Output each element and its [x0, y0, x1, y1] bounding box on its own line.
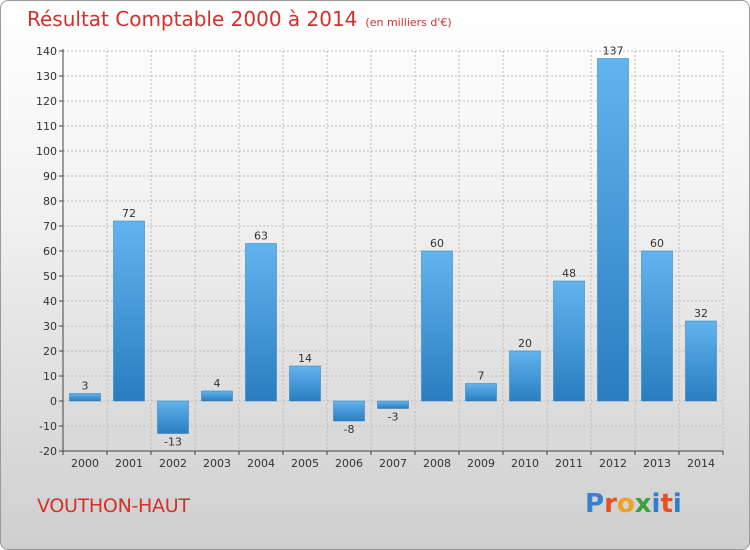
y-tick-label: 60: [43, 245, 57, 258]
data-label-2002: -13: [164, 436, 182, 449]
y-tick-label: 30: [43, 320, 57, 333]
data-label-2003: 4: [214, 377, 221, 390]
x-tick-label: 2011: [555, 457, 583, 470]
bar-2009: [465, 383, 497, 402]
y-tick-label: -20: [39, 445, 57, 458]
bar-2004: [245, 243, 277, 402]
bar-2006: [333, 400, 365, 422]
labels: 3 72 -13 4 63 14 -8 -3 60 7 20 48 137 60 32: [82, 45, 709, 449]
bar-2003: [201, 390, 233, 402]
x-tick-label: 2002: [159, 457, 187, 470]
axes: -20 -10 0 10 20 30 40 50 60 70 80 90 100 110 120 130 140…: [36, 45, 724, 470]
data-label-2011: 48: [562, 267, 576, 280]
x-tick-label: 2003: [203, 457, 231, 470]
x-tick-label: 2008: [423, 457, 451, 470]
bars: [69, 58, 717, 434]
data-label-2001: 72: [122, 207, 136, 220]
chart-title: Résultat Comptable 2000 à 2014 (en millie…: [27, 7, 452, 31]
y-tick-label: 70: [43, 220, 57, 233]
y-tick-label: 0: [50, 395, 57, 408]
data-label-2005: 14: [298, 352, 312, 365]
x-tick-label: 2014: [687, 457, 715, 470]
x-tick-label: 2012: [599, 457, 627, 470]
x-tick-label: 2007: [379, 457, 407, 470]
data-label-2013: 60: [650, 237, 664, 250]
bar-2013: [641, 250, 673, 402]
data-label-2010: 20: [518, 337, 532, 350]
logo-letter: o: [616, 489, 635, 519]
x-tick-label: 2010: [511, 457, 539, 470]
bar-2007: [377, 400, 409, 409]
x-tick-label: 2013: [643, 457, 671, 470]
bar-2001: [113, 220, 145, 402]
y-tick-label: 100: [36, 145, 57, 158]
bar-2005: [289, 365, 321, 402]
bar-2012: [597, 58, 629, 402]
logo-letter: r: [604, 489, 617, 519]
y-tick-label: 40: [43, 295, 57, 308]
y-tick-label: 50: [43, 270, 57, 283]
x-tick-label: 2009: [467, 457, 495, 470]
logo-letter: i: [651, 489, 661, 519]
bar-2011: [553, 280, 585, 402]
y-tick-label: 80: [43, 195, 57, 208]
logo-letter: P: [585, 489, 605, 519]
data-label-2008: 60: [430, 237, 444, 250]
y-tick-label: 130: [36, 70, 57, 83]
x-tick-label: 2006: [335, 457, 363, 470]
logo-letter: i: [672, 489, 682, 519]
data-label-2004: 63: [254, 230, 268, 243]
y-tick-label: 90: [43, 170, 57, 183]
y-tick-label: 120: [36, 95, 57, 108]
proxiti-logo: Proxiti: [585, 489, 682, 519]
data-label-2006: -8: [344, 423, 355, 436]
y-tick-label: 10: [43, 370, 57, 383]
bar-2010: [509, 350, 541, 402]
data-label-2007: -3: [388, 411, 399, 424]
location-name: VOUTHON-HAUT: [37, 495, 190, 517]
data-label-2014: 32: [694, 307, 708, 320]
y-tick-label: 140: [36, 45, 57, 58]
bar-2000: [69, 393, 101, 402]
chart-subtitle: (en milliers d'€): [365, 16, 452, 29]
chart-title-text: Résultat Comptable 2000 à 2014: [27, 7, 358, 31]
logo-letter: t: [660, 489, 673, 519]
x-tick-label: 2001: [115, 457, 143, 470]
data-label-2009: 7: [478, 370, 485, 383]
bar-2008: [421, 250, 453, 402]
bar-2002: [157, 400, 189, 434]
x-tick-label: 2005: [291, 457, 319, 470]
data-label-2012: 137: [603, 45, 624, 58]
logo-letter: x: [634, 489, 652, 519]
bar-2014: [685, 320, 717, 402]
y-tick-label: 20: [43, 345, 57, 358]
data-label-2000: 3: [82, 380, 89, 393]
x-tick-label: 2004: [247, 457, 275, 470]
x-tick-label: 2000: [71, 457, 99, 470]
y-tick-label: 110: [36, 120, 57, 133]
y-tick-label: -10: [39, 420, 57, 433]
